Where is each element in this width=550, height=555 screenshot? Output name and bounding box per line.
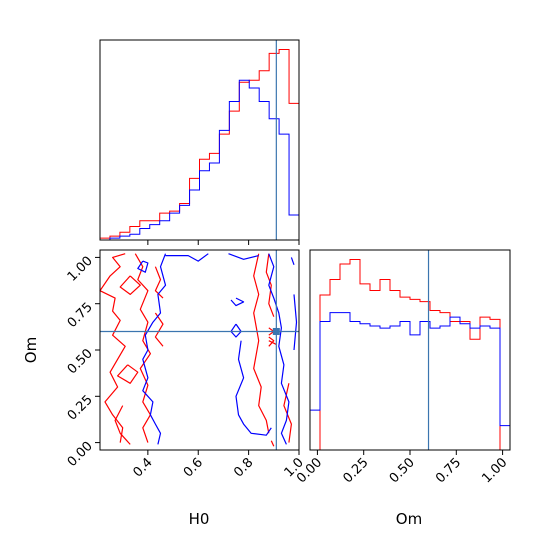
- axes-frame: [309, 249, 511, 451]
- joint-x-axis-label: H0: [189, 510, 210, 528]
- y-tick-label-2: 0.25: [65, 393, 96, 424]
- y-tick-label-3: 0.50: [65, 346, 96, 377]
- contour-series-1-line-14: [268, 340, 277, 345]
- y-tick-label-4: 0.75: [65, 300, 96, 331]
- contour-series-2-line-6: [268, 253, 290, 445]
- contour-series-1-line-8: [253, 253, 270, 434]
- x-tick-label-5: 1.00: [479, 455, 510, 486]
- contour-series-2-line-3: [165, 253, 209, 262]
- contour-series-2-line-7: [293, 294, 298, 351]
- contour-series-1-line-2: [114, 405, 131, 445]
- contour-series-1-line-11: [270, 440, 275, 447]
- y-tick-label-1: 0.00: [65, 439, 96, 470]
- contour-series-1-line-6: [154, 266, 164, 299]
- contour-series-1-line-4: [116, 364, 139, 384]
- x-tick-label-1: 0.4: [130, 455, 155, 480]
- contour-series-1-line-7: [154, 312, 164, 347]
- contour-series-2-line-1: [142, 253, 167, 445]
- h0-om-joint-panel: 0.4 0.6 0.8 1.00.000.250.500.751.00: [65, 249, 307, 480]
- axes-frame: [99, 39, 300, 241]
- contour-series-2-line-5: [235, 340, 272, 436]
- x-tick-label-2: 0.6: [181, 455, 206, 480]
- om-marginal-x-axis-label: Om: [396, 510, 422, 528]
- histogram-series-1-step: [310, 259, 510, 451]
- contour-series-2-line-2: [137, 260, 149, 273]
- histogram-series-1-step: [99, 49, 300, 240]
- joint-y-axis-label: Om: [22, 337, 40, 363]
- x-tick-label-3: 0.8: [231, 455, 256, 480]
- histogram-series-2-step: [100, 79, 300, 241]
- x-tick-label-3: 0.50: [387, 455, 418, 486]
- histogram-series-2-step: [309, 312, 511, 450]
- contour-series-1-line-3: [119, 275, 141, 295]
- contour-series-2-line-4: [228, 253, 259, 260]
- x-tick-label-4: 0.75: [433, 455, 464, 486]
- x-tick-label-2: 0.25: [340, 455, 371, 486]
- contour-series-1-line-5: [134, 253, 151, 443]
- y-tick-label-5: 1.00: [65, 254, 96, 285]
- truth-marker: [272, 327, 280, 335]
- contour-series-1-line-1: [99, 253, 126, 443]
- contour-series-2-line-9: [230, 297, 245, 307]
- contour-series-1-line-13: [268, 336, 275, 347]
- h0-marginal-panel: [99, 39, 300, 245]
- contour-series-1-line-9: [265, 253, 275, 317]
- om-marginal-panel: 0.00 0.25 0.50 0.75 1.00: [294, 249, 511, 486]
- contour-series-2-line-8: [290, 257, 295, 265]
- contour-series-2-line-10: [230, 323, 242, 338]
